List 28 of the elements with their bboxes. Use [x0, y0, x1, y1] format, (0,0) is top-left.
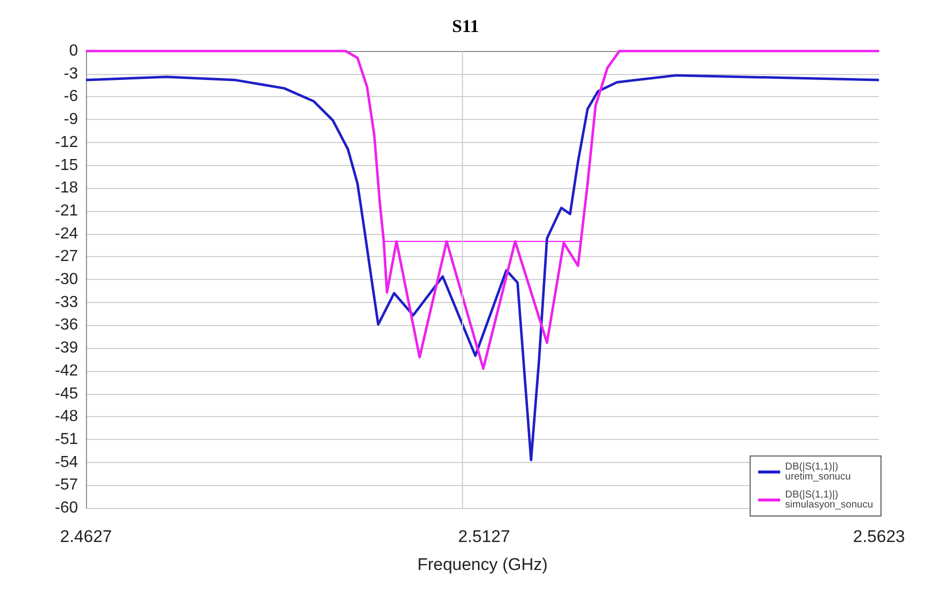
y-tick-label: -51 — [54, 430, 78, 448]
y-tick-label: -15 — [54, 156, 78, 174]
y-tick-label: -60 — [54, 500, 78, 516]
y-tick-label: -12 — [54, 134, 78, 151]
legend-label: DB(|S(1,1)|) simulasyon_sonucu — [785, 490, 873, 510]
y-tick-label: -21 — [54, 202, 78, 220]
chart-title: S11 — [452, 16, 480, 36]
y-tick-label: -3 — [64, 65, 78, 82]
x-tick-label: 2.5623 — [853, 527, 905, 546]
y-tick-label: -9 — [64, 111, 78, 128]
y-tick-label: -42 — [54, 362, 78, 380]
y-tick-label: -57 — [54, 476, 78, 494]
y-tick-label: 0 — [69, 42, 78, 60]
y-tick-label: -48 — [54, 408, 78, 426]
y-tick-label: -54 — [54, 454, 78, 471]
y-tick-label: -18 — [54, 180, 78, 197]
x-tick-label: 2.5127 — [458, 527, 510, 546]
legend-label: DB(|S(1,1)|) uretim_sonucu — [785, 462, 851, 482]
y-tick-label: -45 — [54, 385, 78, 402]
y-tick-label: -39 — [54, 340, 78, 357]
y-tick-label: -24 — [54, 225, 78, 242]
x-tick-label: 2.4627 — [60, 527, 112, 546]
y-tick-label: -6 — [64, 88, 78, 106]
y-tick-label: -33 — [54, 294, 78, 311]
y-tick-label: -30 — [54, 271, 78, 288]
y-tick-label: -27 — [54, 248, 78, 266]
y-tick-label: -36 — [54, 316, 78, 334]
x-axis-title: Frequency (GHz) — [417, 555, 548, 574]
